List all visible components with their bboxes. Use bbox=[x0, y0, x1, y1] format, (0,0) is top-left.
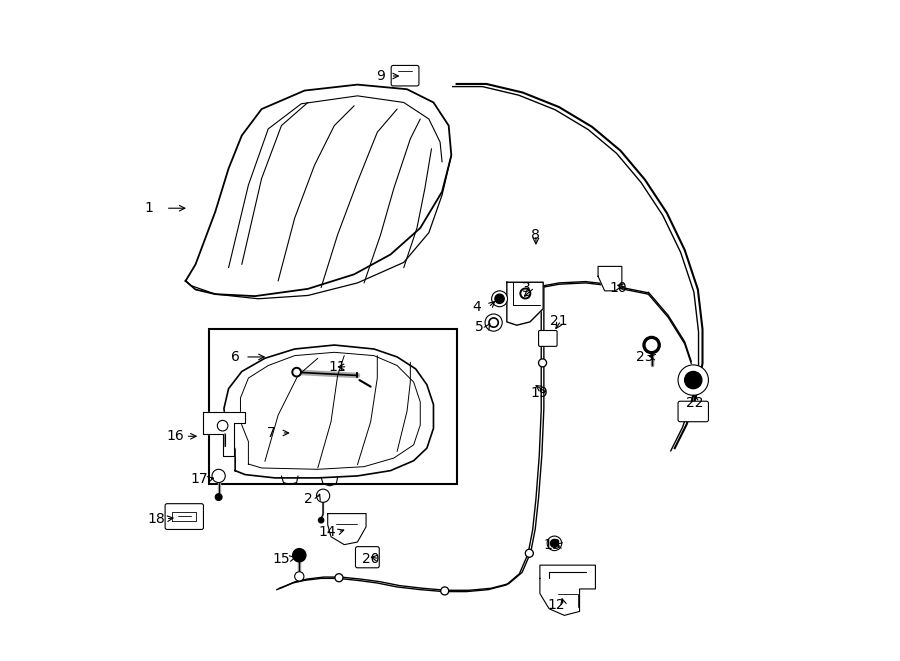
Text: 17: 17 bbox=[190, 472, 208, 486]
Text: 2: 2 bbox=[303, 492, 312, 506]
Text: 16: 16 bbox=[166, 429, 184, 444]
Circle shape bbox=[646, 340, 657, 350]
Circle shape bbox=[526, 549, 534, 557]
Circle shape bbox=[526, 551, 532, 556]
Text: 1: 1 bbox=[145, 201, 154, 215]
Text: 8: 8 bbox=[532, 227, 540, 242]
Text: 5: 5 bbox=[475, 320, 484, 334]
Polygon shape bbox=[202, 412, 245, 456]
Text: 12: 12 bbox=[547, 598, 564, 612]
Circle shape bbox=[551, 539, 558, 547]
Text: 22: 22 bbox=[686, 396, 703, 410]
Circle shape bbox=[547, 536, 562, 551]
Circle shape bbox=[217, 420, 228, 431]
Text: 21: 21 bbox=[550, 313, 568, 328]
Text: 15: 15 bbox=[273, 551, 291, 566]
Polygon shape bbox=[598, 266, 622, 291]
Text: 3: 3 bbox=[522, 280, 530, 295]
Circle shape bbox=[520, 288, 531, 299]
Circle shape bbox=[292, 549, 306, 562]
FancyBboxPatch shape bbox=[392, 65, 418, 86]
Text: 4: 4 bbox=[472, 300, 481, 315]
Circle shape bbox=[643, 336, 661, 354]
Circle shape bbox=[485, 314, 502, 331]
Text: 23: 23 bbox=[636, 350, 653, 364]
Text: 14: 14 bbox=[319, 525, 337, 539]
Circle shape bbox=[317, 489, 329, 502]
Circle shape bbox=[292, 368, 302, 377]
Circle shape bbox=[212, 469, 225, 483]
Circle shape bbox=[337, 575, 342, 580]
Text: 18: 18 bbox=[147, 512, 165, 526]
Text: 13: 13 bbox=[544, 538, 562, 553]
Circle shape bbox=[294, 572, 304, 581]
Text: 9: 9 bbox=[376, 69, 385, 83]
Text: 20: 20 bbox=[362, 551, 380, 566]
FancyBboxPatch shape bbox=[678, 401, 708, 422]
Circle shape bbox=[491, 291, 508, 307]
FancyBboxPatch shape bbox=[165, 504, 203, 529]
Circle shape bbox=[685, 371, 702, 389]
Circle shape bbox=[335, 574, 343, 582]
Circle shape bbox=[678, 365, 708, 395]
Text: 19: 19 bbox=[530, 386, 548, 401]
Circle shape bbox=[442, 588, 447, 594]
Circle shape bbox=[294, 369, 300, 375]
Text: 7: 7 bbox=[267, 426, 276, 440]
Text: 10: 10 bbox=[609, 280, 627, 295]
Circle shape bbox=[540, 360, 545, 366]
FancyBboxPatch shape bbox=[538, 330, 557, 346]
Circle shape bbox=[441, 587, 449, 595]
Circle shape bbox=[495, 294, 504, 303]
Circle shape bbox=[538, 359, 546, 367]
Circle shape bbox=[522, 290, 528, 297]
FancyBboxPatch shape bbox=[356, 547, 379, 568]
Polygon shape bbox=[507, 282, 544, 325]
Circle shape bbox=[319, 518, 324, 523]
Text: 11: 11 bbox=[328, 360, 346, 374]
Bar bbox=[209, 329, 456, 484]
Polygon shape bbox=[540, 565, 596, 615]
Polygon shape bbox=[328, 514, 366, 545]
Circle shape bbox=[489, 318, 499, 327]
Text: 6: 6 bbox=[230, 350, 239, 364]
Circle shape bbox=[215, 494, 222, 500]
